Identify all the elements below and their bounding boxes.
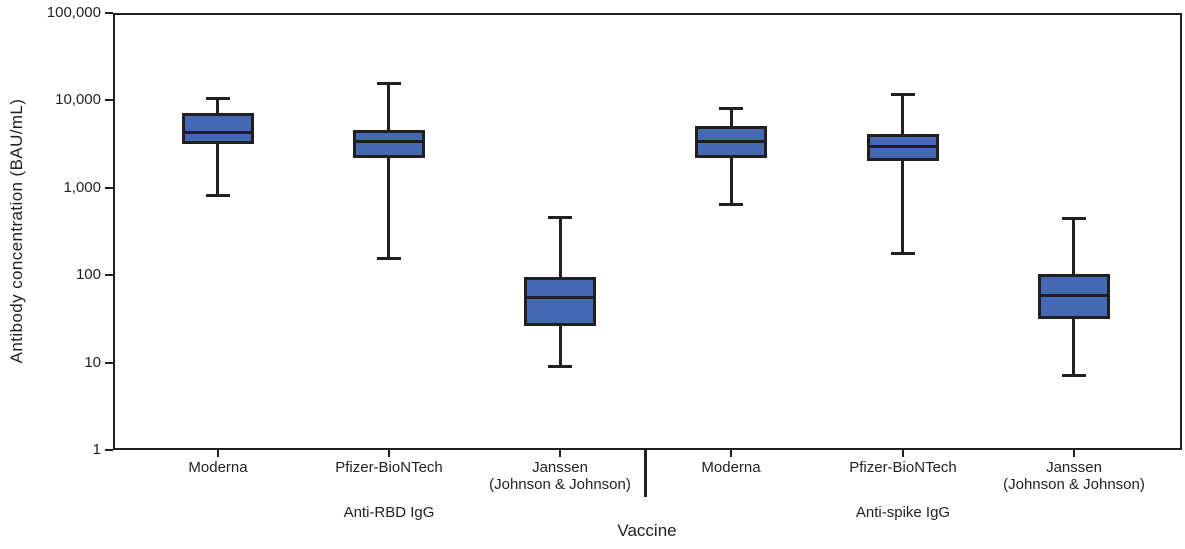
whisker-cap-bottom (1062, 374, 1086, 377)
x-axis-tick (388, 450, 390, 457)
y-axis-tick-label: 10,000 (55, 91, 101, 108)
x-axis-tick (902, 450, 904, 457)
median-line (869, 145, 937, 148)
whisker-cap-top (377, 82, 401, 85)
x-axis-category-label: Moderna (701, 459, 761, 476)
whisker-cap-bottom (548, 365, 572, 368)
y-axis-tick (105, 274, 113, 276)
whisker-line (901, 94, 904, 254)
whisker-cap-top (719, 107, 743, 110)
median-line (355, 140, 423, 143)
x-axis-title: Vaccine (617, 521, 677, 540)
x-axis-category-label: Janssen (Johnson & Johnson) (489, 459, 631, 493)
group-label: Anti-RBD IgG (343, 504, 435, 521)
y-axis-tick (105, 362, 113, 364)
whisker-cap-bottom (891, 252, 915, 255)
whisker-line (216, 98, 219, 196)
boxplot-box (524, 277, 596, 326)
y-axis-tick (105, 12, 113, 14)
x-axis-tick (559, 450, 561, 457)
whisker-cap-top (1062, 217, 1086, 220)
y-axis-tick (105, 99, 113, 101)
whisker-line (387, 83, 390, 259)
median-line (526, 296, 594, 299)
x-axis-category-label: Janssen (Johnson & Johnson) (1003, 459, 1145, 493)
x-axis-category-label: Pfizer-BioNTech (849, 459, 957, 476)
whisker-cap-top (891, 93, 915, 96)
y-axis-tick (105, 187, 113, 189)
whisker-cap-top (206, 97, 230, 100)
whisker-cap-bottom (719, 203, 743, 206)
y-axis-tick (105, 449, 113, 451)
x-axis-category-label: Moderna (188, 459, 248, 476)
boxplot-box (182, 113, 254, 144)
x-axis-category-label: Pfizer-BioNTech (335, 459, 443, 476)
y-axis-tick-label: 1,000 (63, 179, 101, 196)
y-axis-tick-label: 1 (92, 441, 101, 458)
whisker-cap-bottom (377, 257, 401, 260)
y-axis-title: Antibody concentration (BAU/mL) (7, 98, 26, 364)
group-divider-line (644, 450, 647, 497)
median-line (184, 131, 252, 134)
median-line (1040, 294, 1108, 297)
x-axis-tick (217, 450, 219, 457)
x-axis-tick (1073, 450, 1075, 457)
median-line (697, 140, 765, 143)
boxplot-box (353, 130, 425, 158)
x-axis-tick (730, 450, 732, 457)
y-axis-tick-label: 100,000 (46, 4, 101, 21)
group-label: Anti-spike IgG (855, 504, 951, 521)
y-axis-tick-label: 10 (84, 354, 101, 371)
y-axis-tick-label: 100 (75, 266, 101, 283)
whisker-cap-top (548, 216, 572, 219)
plot-area (113, 13, 1182, 450)
whisker-cap-bottom (206, 194, 230, 197)
